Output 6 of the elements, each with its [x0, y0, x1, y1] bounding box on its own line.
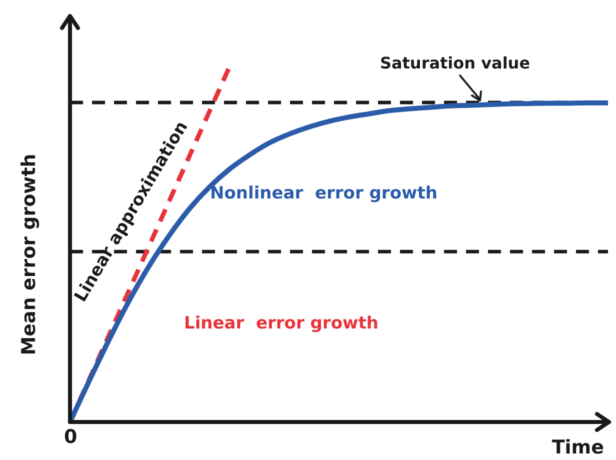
annotation: Linear error growth [184, 313, 378, 334]
annotation: Nonlinear error growth [210, 183, 438, 204]
text: 0 [64, 426, 78, 448]
y-axis-title: Mean error growth [18, 154, 40, 356]
ref-line-label: Saturation value [380, 54, 530, 73]
x-axis-title: Time [552, 436, 604, 458]
